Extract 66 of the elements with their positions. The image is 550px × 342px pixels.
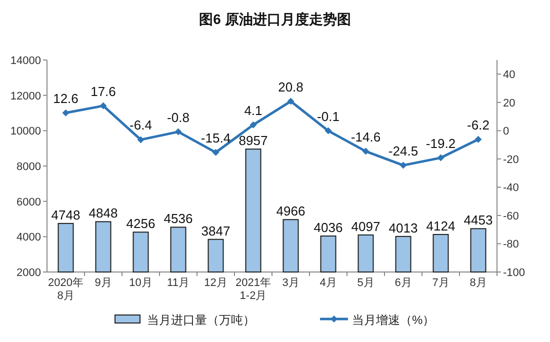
y-tick-label: 12000 <box>10 90 41 102</box>
data-label: -19.2 <box>426 136 456 151</box>
x-tick-label: 3月 <box>282 277 300 289</box>
x-tick-label: 11月 <box>167 277 190 289</box>
data-label: 4097 <box>351 218 380 234</box>
data-label: 4748 <box>51 207 80 222</box>
data-label: 8957 <box>238 133 268 148</box>
point <box>437 154 444 162</box>
y-tick-label: 14000 <box>10 55 41 67</box>
data-label: 4036 <box>314 220 343 236</box>
data-label: 4536 <box>164 211 193 226</box>
y2-tick-label: 20 <box>503 97 516 110</box>
point <box>100 102 107 110</box>
y2-tick-label: 0 <box>503 126 510 138</box>
chart-title: 图6 原油进口月度走势图 <box>199 11 351 27</box>
data-label: -14.6 <box>350 129 381 144</box>
data-label: 20.8 <box>278 79 304 94</box>
y-tick-label: 2000 <box>16 267 41 279</box>
data-label: 4124 <box>426 218 456 234</box>
x-tick-label: 2020年 8月 <box>48 277 84 302</box>
data-label: 4256 <box>126 216 156 232</box>
data-label: 12.6 <box>53 90 78 106</box>
data-label: -15.4 <box>200 130 231 146</box>
x-tick-label: 8月 <box>470 277 487 289</box>
point <box>287 98 294 105</box>
point <box>324 127 332 134</box>
x-tick-label: 12月 <box>204 277 228 289</box>
data-label: 3847 <box>201 223 230 238</box>
y2-tick-label: -100 <box>503 267 526 279</box>
x-tick-label: 10月 <box>129 277 152 289</box>
data-label: -0.1 <box>317 108 340 124</box>
point <box>137 136 144 144</box>
y2-tick-label: -40 <box>503 182 519 194</box>
data-label: 4453 <box>464 212 493 228</box>
point <box>62 109 70 116</box>
point <box>400 162 407 169</box>
data-label: 4966 <box>276 204 306 219</box>
y-tick-label: 6000 <box>16 196 41 208</box>
x-tick-label: 5月 <box>357 277 374 289</box>
y-tick-label: 4000 <box>16 232 41 244</box>
data-label: 4013 <box>388 220 418 236</box>
point <box>474 136 482 143</box>
legend-label: 当月进口量（万吨） <box>147 313 255 327</box>
x-tick-label: 6月 <box>394 277 412 289</box>
data-label: 4848 <box>88 206 118 221</box>
y2-tick-label: -60 <box>503 210 519 222</box>
point <box>250 121 257 128</box>
y-tick-label: 10000 <box>10 126 41 138</box>
x-tick-label: 9月 <box>94 277 112 289</box>
x-tick-label: 7月 <box>432 277 450 289</box>
point <box>174 128 182 136</box>
legend-label: 当月增速（%） <box>352 313 435 327</box>
x-tick-label: 4月 <box>320 277 337 289</box>
data-label: -24.5 <box>388 143 418 158</box>
point <box>362 148 370 155</box>
data-label: 17.6 <box>90 84 116 99</box>
y-tick-label: 8000 <box>16 161 41 173</box>
y2-tick-label: 40 <box>503 69 516 82</box>
data-label: 4.1 <box>244 102 262 118</box>
y2-tick-label: -80 <box>503 238 519 251</box>
y2-tick-label: -20 <box>503 154 519 166</box>
data-label: -0.8 <box>167 110 190 125</box>
data-label: -6.4 <box>130 118 152 133</box>
x-tick-label: 2021年 1-2月 <box>236 277 271 302</box>
data-label: -6.2 <box>467 117 490 132</box>
point <box>212 148 220 156</box>
